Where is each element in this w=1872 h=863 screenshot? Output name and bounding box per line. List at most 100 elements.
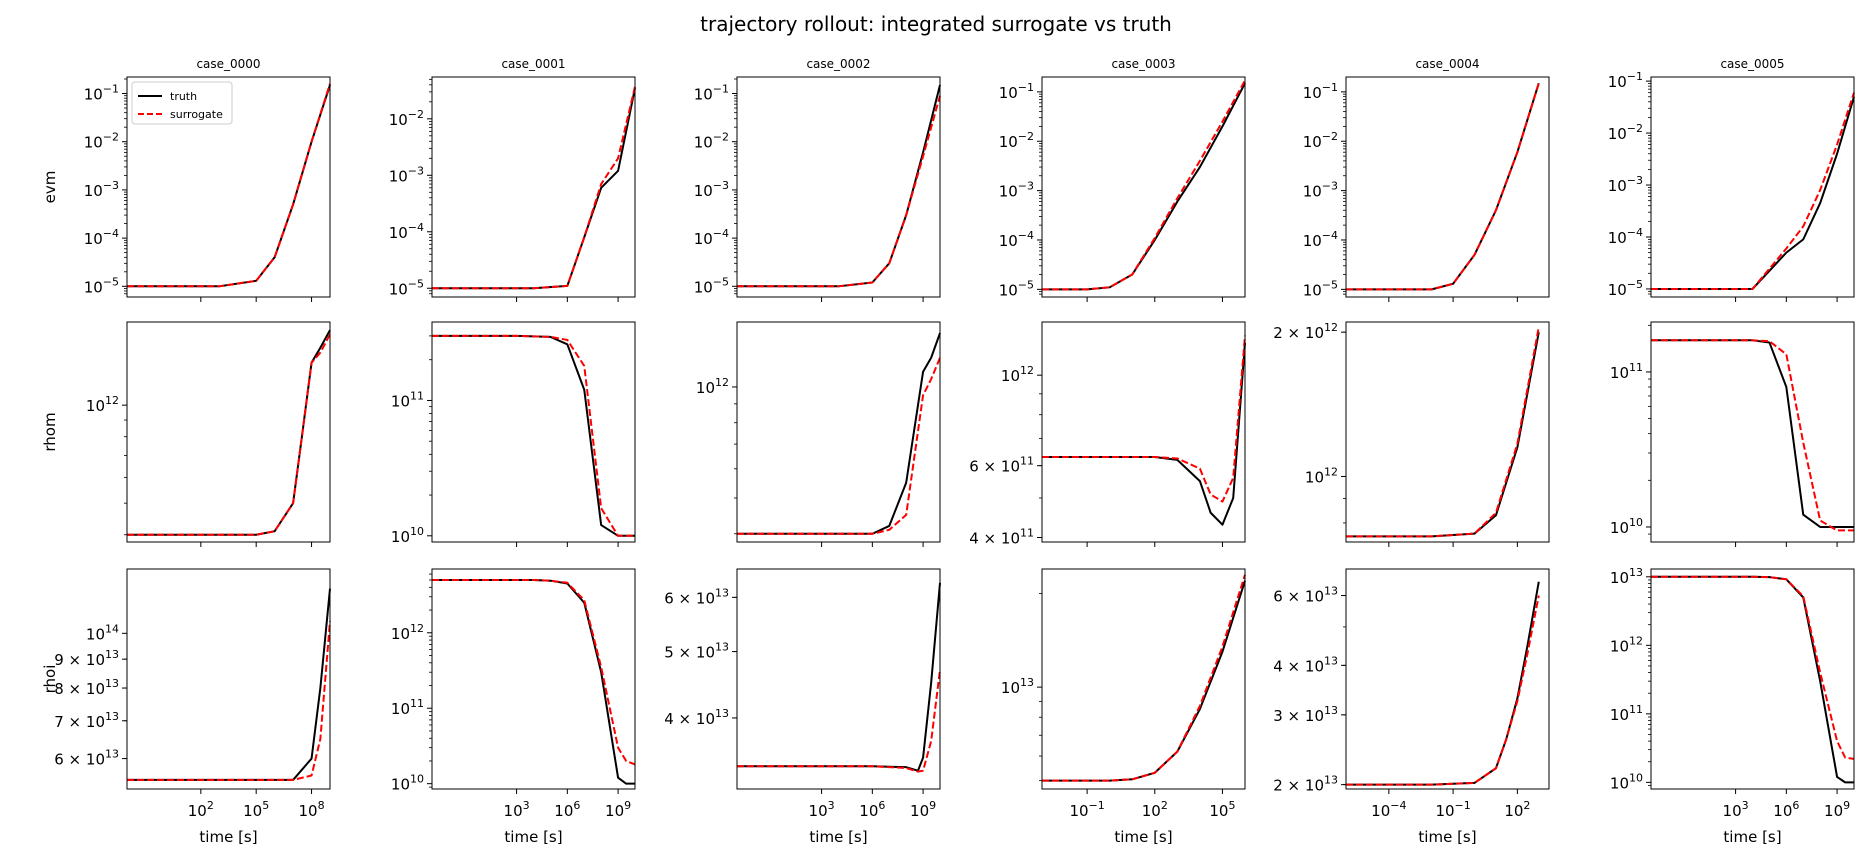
- axes-frame: [1650, 321, 1855, 543]
- y-tick-label: 10−4: [1608, 226, 1643, 247]
- axes-frame: [1345, 568, 1550, 790]
- x-tick-label: 106: [859, 799, 885, 820]
- series-line-surrogate: [1651, 92, 1855, 290]
- y-tick-label: 10−1: [694, 83, 729, 104]
- series-line-truth: [737, 332, 941, 535]
- legend-label: truth: [170, 90, 197, 103]
- x-axis-label: time [s]: [809, 828, 867, 846]
- y-axis-label: evm: [41, 171, 59, 204]
- axes-frame: [431, 76, 636, 298]
- subplot: 1013 10−1 102 105 time [s]: [1001, 568, 1246, 846]
- y-tick-label: 1014: [86, 622, 119, 643]
- y-tick-label: 10−4: [1303, 229, 1338, 250]
- y-tick-label: 10−2: [694, 131, 729, 152]
- y-tick-label: 9 × 1013: [54, 648, 119, 669]
- y-tick-label: 1010: [391, 773, 424, 794]
- y-tick-label: 6 × 1013: [1273, 585, 1338, 606]
- axes-frame: [736, 76, 941, 298]
- y-tick-label: 10−4: [999, 229, 1034, 250]
- y-tick-label: 6 × 1013: [664, 586, 729, 607]
- subplot: 1010 1011: [391, 321, 636, 547]
- y-tick-label: 6 × 1011: [969, 455, 1034, 476]
- y-tick-label: 1012: [1610, 634, 1643, 655]
- subplot: 1010 1011 1012 103 106 109 time [s]: [391, 568, 636, 846]
- y-tick-label: 3 × 1013: [1273, 704, 1338, 725]
- x-axis-label: time [s]: [504, 828, 562, 846]
- series-line-surrogate: [432, 334, 635, 537]
- subplot: 6 × 1013 7 × 1013 8 × 1013 9 × 1013 1014 102 1…: [41, 568, 331, 846]
- y-tick-label: 8 × 1013: [54, 677, 119, 698]
- x-tick-label: 102: [188, 799, 214, 820]
- y-tick-label: 1010: [1610, 771, 1643, 792]
- subplot: 10−5 10−4 10−3 10−2 10−1 case_0004: [1303, 57, 1550, 302]
- legend: truth surrogate: [131, 81, 233, 125]
- axes-frame: [1041, 321, 1246, 543]
- y-tick-label: 10−1: [84, 83, 119, 104]
- x-axis-label: time [s]: [1114, 828, 1172, 846]
- axes-frame: [1345, 76, 1550, 298]
- subplot-title: case_0000: [196, 57, 260, 71]
- y-axis-label: rhoi: [41, 665, 59, 694]
- x-tick-label: 103: [1723, 799, 1749, 820]
- y-tick-label: 4 × 1013: [664, 707, 729, 728]
- figure-title: trajectory rollout: integrated surrogate…: [700, 12, 1172, 36]
- series-line-surrogate: [737, 669, 941, 773]
- y-tick-label: 2 × 1012: [1273, 321, 1338, 342]
- y-tick-label: 10−5: [1303, 278, 1338, 299]
- x-tick-label: 108: [298, 799, 324, 820]
- y-tick-label: 2 × 1013: [1273, 774, 1338, 795]
- y-tick-label: 1010: [391, 525, 424, 546]
- series-line-surrogate: [1346, 595, 1540, 786]
- subplot: 2 × 1013 3 × 1013 4 × 1013 6 × 1013 10−4 10−1…: [1273, 568, 1550, 846]
- series-line-surrogate: [1042, 335, 1246, 503]
- axes-frame: [1650, 568, 1855, 790]
- y-tick-label: 1011: [1610, 703, 1643, 724]
- subplot-title: case_0002: [806, 57, 870, 71]
- x-axis-label: time [s]: [1418, 828, 1476, 846]
- y-tick-label: 1011: [391, 389, 424, 410]
- series-line-surrogate: [1042, 79, 1246, 291]
- series-line-surrogate: [1346, 326, 1540, 538]
- y-tick-label: 1012: [1001, 364, 1034, 385]
- y-tick-label: 10−2: [1608, 122, 1643, 143]
- subplot: 4 × 1011 6 × 1011 1012: [969, 321, 1246, 548]
- series-line-surrogate: [127, 83, 331, 288]
- subplot: 10−5 10−4 10−3 10−2 case_0001: [389, 57, 636, 302]
- subplot: 1012 rhom: [41, 321, 331, 547]
- x-tick-label: 102: [1142, 799, 1168, 820]
- series-line-surrogate: [737, 95, 941, 288]
- subplot-title: case_0001: [501, 57, 565, 71]
- subplot-title: case_0004: [1415, 57, 1479, 71]
- subplot: 1012: [696, 321, 941, 547]
- series-line-surrogate: [1042, 574, 1246, 782]
- y-tick-label: 1010: [1610, 516, 1643, 537]
- axes-frame: [126, 568, 331, 790]
- y-tick-label: 6 × 1013: [54, 748, 119, 769]
- x-tick-label: 103: [504, 799, 530, 820]
- y-tick-label: 10−5: [84, 275, 119, 296]
- subplot: 1012 2 × 1012: [1273, 321, 1550, 547]
- x-tick-label: 109: [910, 799, 936, 820]
- x-tick-label: 106: [1773, 799, 1799, 820]
- subplot: 10−5 10−4 10−3 10−2 10−1 case_0003: [999, 57, 1246, 302]
- y-tick-label: 10−1: [999, 81, 1034, 102]
- series-line-surrogate: [432, 86, 636, 290]
- y-tick-label: 10−1: [1608, 70, 1643, 91]
- subplot: 10−5 10−4 10−3 10−2 10−1 case_0005: [1608, 57, 1855, 302]
- y-tick-label: 1011: [391, 697, 424, 718]
- y-tick-label: 10−3: [694, 179, 729, 200]
- y-tick-label: 10−4: [389, 221, 424, 242]
- y-axis-label: rhom: [41, 412, 59, 451]
- series-line-surrogate: [737, 357, 941, 535]
- y-tick-label: 1013: [1001, 676, 1034, 697]
- x-tick-label: 106: [554, 799, 580, 820]
- y-tick-label: 10−5: [1608, 278, 1643, 299]
- series-line-surrogate: [432, 579, 636, 766]
- y-tick-label: 10−3: [84, 179, 119, 200]
- axes-frame: [1041, 568, 1246, 790]
- x-tick-label: 10−1: [1069, 799, 1104, 820]
